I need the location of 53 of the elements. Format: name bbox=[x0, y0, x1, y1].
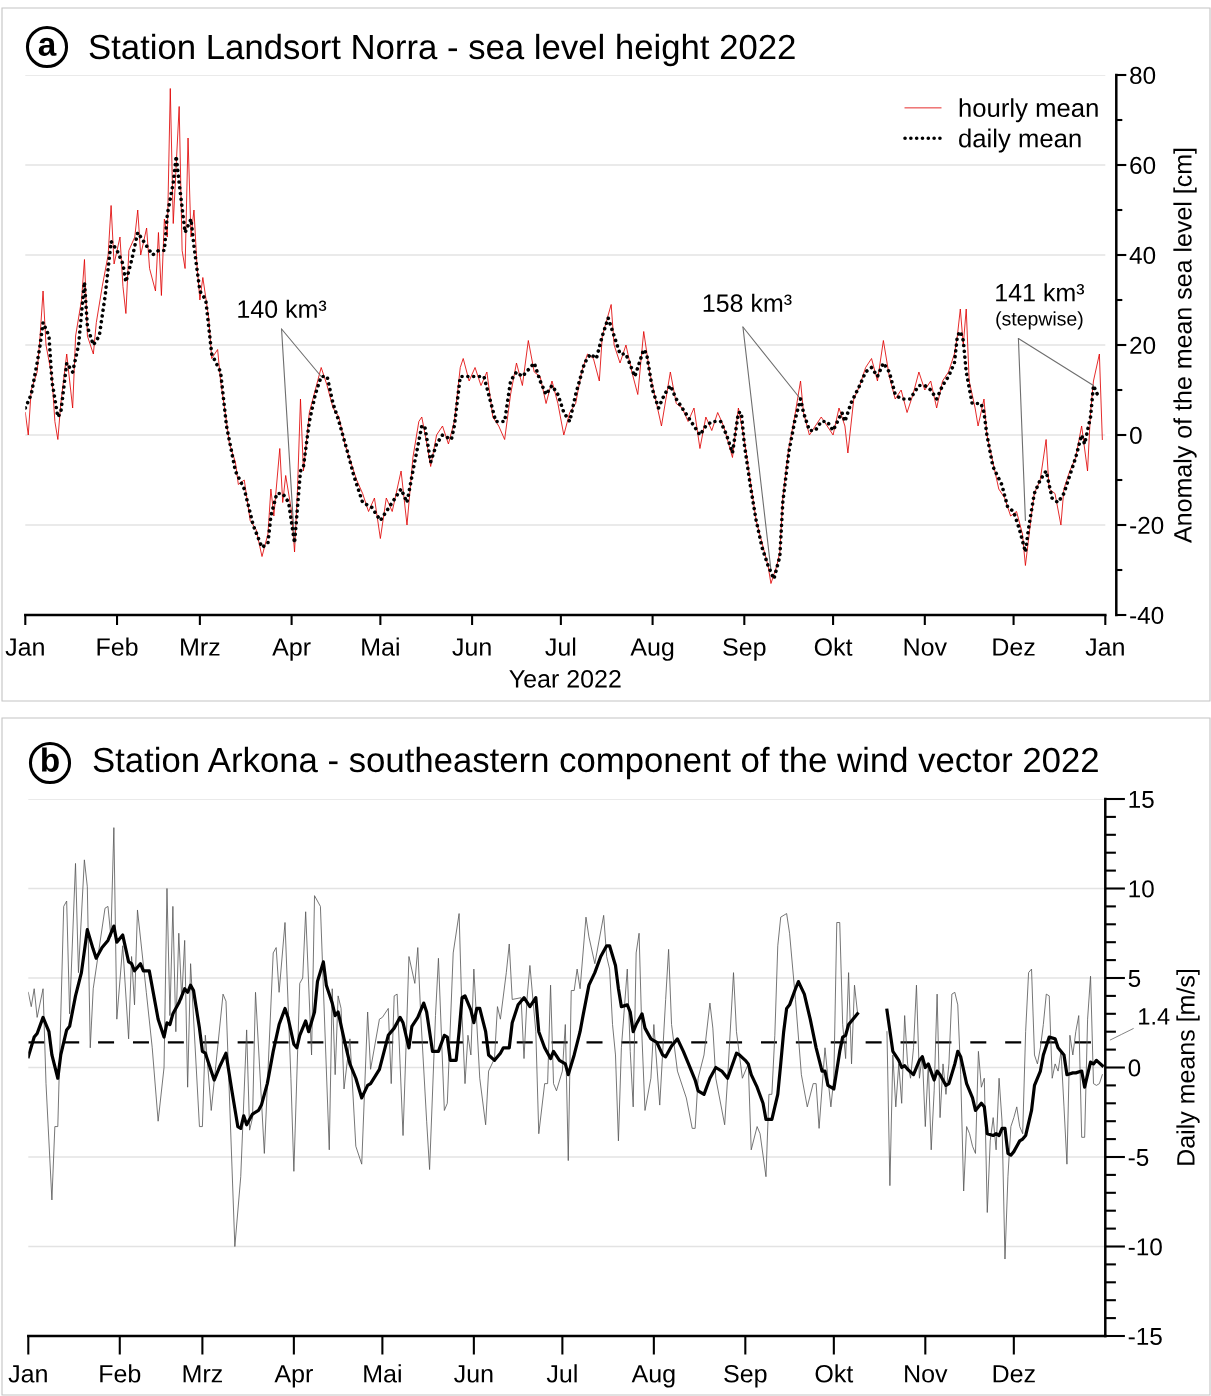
y-tick-label: 40 bbox=[1129, 246, 1156, 265]
x-tick-label: Dez bbox=[993, 638, 1035, 656]
x-tick-label: Jan bbox=[1085, 638, 1124, 656]
legend-label: hourly mean bbox=[959, 98, 1098, 123]
y-tick-label: -40 bbox=[1130, 606, 1164, 625]
y-tick-label: 60 bbox=[1130, 156, 1156, 175]
x-tick-label: Jun bbox=[452, 638, 491, 656]
x-tick-label: Sep bbox=[723, 638, 766, 661]
y-axis-title: Anomaly of the mean sea level [cm] bbox=[1173, 148, 1197, 543]
x-tick-label: Nov bbox=[905, 1365, 948, 1383]
chart-title: Station Landsort Norra - sea level height 2022 bbox=[89, 33, 795, 67]
y-tick-label: 15 bbox=[1129, 791, 1154, 809]
legend-label: daily mean bbox=[959, 128, 1081, 153]
y-tick-label: 20 bbox=[1130, 336, 1156, 355]
annotation: (stepwise) bbox=[996, 311, 1083, 330]
y-tick-label: -15 bbox=[1128, 1328, 1162, 1346]
x-tick-label: Mai bbox=[362, 637, 399, 656]
x-tick-label: Apr bbox=[274, 1365, 313, 1388]
x-tick-label: Mrz bbox=[181, 638, 220, 656]
annotation: 141 km³ bbox=[996, 283, 1085, 302]
x-tick-label: Dez bbox=[993, 1365, 1035, 1383]
y-tick-label: 80 bbox=[1130, 66, 1156, 85]
x-tick-label: Jul bbox=[546, 1364, 577, 1383]
x-tick-label: Feb bbox=[97, 637, 138, 656]
x-axis-title: Year 2022 bbox=[509, 670, 621, 688]
x-tick-label: Okt bbox=[815, 1364, 854, 1383]
annotation: 158 km³ bbox=[703, 293, 792, 313]
y-tick-label: -5 bbox=[1128, 1149, 1149, 1167]
x-tick-label: Nov bbox=[904, 638, 947, 656]
y-tick-label: 0 bbox=[1128, 1059, 1141, 1077]
x-tick-label: Apr bbox=[272, 638, 311, 661]
text: a bbox=[38, 37, 57, 56]
x-tick-label: Jan bbox=[8, 1365, 47, 1383]
text: b bbox=[42, 747, 59, 772]
y-tick-label: -20 bbox=[1130, 516, 1164, 535]
y-tick-label: 10 bbox=[1129, 880, 1154, 898]
x-tick-label: Okt bbox=[814, 637, 853, 656]
x-tick-label: Sep bbox=[724, 1364, 767, 1388]
y-tick-label: -10 bbox=[1128, 1238, 1162, 1256]
x-tick-label: Aug bbox=[631, 1365, 675, 1388]
y-tick-label: 0 bbox=[1130, 426, 1142, 445]
x-tick-label: Mrz bbox=[183, 1365, 222, 1383]
x-tick-label: Jul bbox=[545, 637, 576, 656]
annotation: 140 km³ bbox=[238, 299, 327, 319]
chart-title: Station Arkona - southeastern component of the wind vector 2022 bbox=[93, 746, 1098, 780]
y-tick-label: 5 bbox=[1128, 970, 1141, 988]
y-axis-title: Daily means [m/s] bbox=[1176, 969, 1200, 1165]
x-tick-label: Aug bbox=[630, 638, 674, 661]
x-tick-label: Jan bbox=[5, 638, 44, 656]
ref-line-label: 1.4 bbox=[1139, 1008, 1170, 1025]
x-tick-label: Jun bbox=[454, 1365, 493, 1383]
x-tick-label: Mai bbox=[364, 1364, 401, 1383]
x-tick-label: Feb bbox=[100, 1364, 141, 1383]
